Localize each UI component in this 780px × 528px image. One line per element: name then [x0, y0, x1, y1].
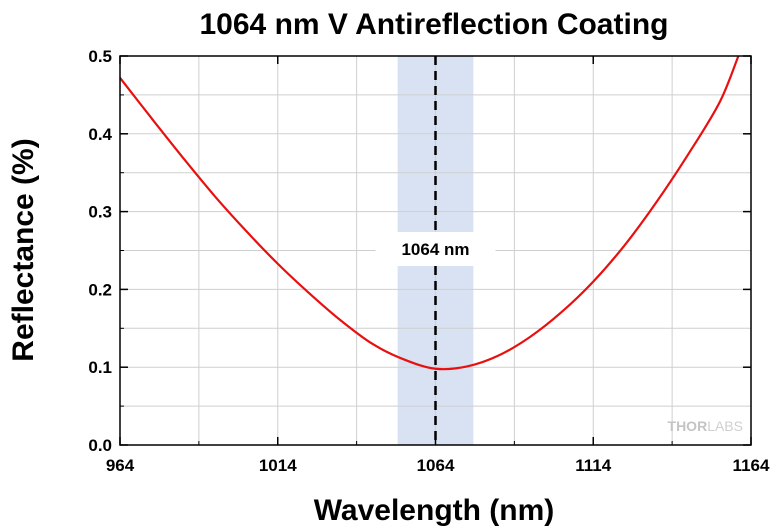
- watermark-layer: THORLABS: [668, 418, 743, 434]
- series-layer: [119, 55, 740, 371]
- reference-label-background: [375, 232, 496, 266]
- y-tick-label: 0.1: [88, 358, 112, 377]
- watermark-light-part: LABS: [707, 418, 743, 434]
- watermark-logo: THORLABS: [668, 418, 743, 434]
- series-line-0: [119, 55, 740, 371]
- y-tick-label: 0.4: [88, 125, 112, 144]
- y-tick-label: 0.5: [88, 47, 112, 66]
- ticks-layer: 964 1014 1064 1114 1164 0.0 0.1 0.2 0.3 0.4 0.5: [88, 47, 770, 475]
- reference-line-label: 1064 nm: [401, 240, 469, 259]
- watermark-bold-part: THOR: [668, 418, 708, 434]
- x-tick-label: 1164: [733, 456, 770, 475]
- y-tick-label: 0.0: [88, 436, 112, 455]
- x-tick-label: 1114: [575, 456, 611, 475]
- x-tick-label: 964: [106, 456, 135, 475]
- x-axis-label: Wavelength (nm): [314, 494, 555, 527]
- annotation-layer: 1064 nm: [375, 232, 496, 266]
- x-tick-label: 1064: [417, 456, 455, 475]
- x-tick-label: 1014: [259, 456, 297, 475]
- chart-title: 1064 nm V Antireflection Coating: [200, 8, 669, 41]
- y-axis-label: Reflectance (%): [7, 138, 40, 361]
- y-tick-label: 0.3: [88, 203, 112, 222]
- y-tick-label: 0.2: [88, 280, 112, 299]
